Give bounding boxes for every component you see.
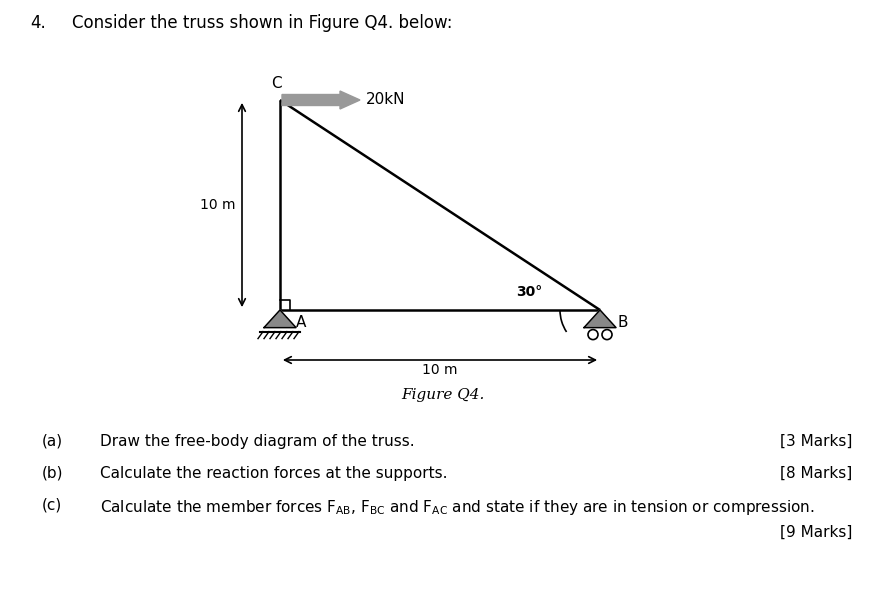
Text: 10 m: 10 m	[423, 363, 458, 377]
Circle shape	[602, 330, 612, 340]
Text: B: B	[618, 315, 628, 330]
Text: Calculate the member forces $\mathdefault{F}_{\mathdefault{AB}}$, $\mathdefault{: Calculate the member forces $\mathdefaul…	[100, 498, 815, 517]
Text: (a): (a)	[42, 434, 63, 449]
Text: [3 Marks]: [3 Marks]	[780, 434, 852, 449]
Text: 4.: 4.	[30, 14, 46, 32]
Text: Figure Q4.: Figure Q4.	[401, 388, 485, 402]
Text: C: C	[271, 76, 282, 91]
Text: [9 Marks]: [9 Marks]	[780, 525, 852, 540]
Text: Draw the free-body diagram of the truss.: Draw the free-body diagram of the truss.	[100, 434, 415, 449]
Text: Consider the truss shown in Figure Q4. below:: Consider the truss shown in Figure Q4. b…	[72, 14, 453, 32]
Text: (b): (b)	[42, 466, 64, 481]
Text: (c): (c)	[42, 498, 62, 513]
Text: 20kN: 20kN	[366, 93, 406, 108]
Text: Calculate the reaction forces at the supports.: Calculate the reaction forces at the sup…	[100, 466, 447, 481]
Text: 10 m: 10 m	[200, 198, 236, 212]
Text: [8 Marks]: [8 Marks]	[780, 466, 852, 481]
Text: A: A	[296, 315, 307, 330]
Polygon shape	[584, 310, 616, 327]
Polygon shape	[264, 310, 296, 327]
Circle shape	[588, 330, 598, 340]
Text: 30°: 30°	[516, 285, 542, 299]
FancyArrow shape	[282, 91, 360, 109]
